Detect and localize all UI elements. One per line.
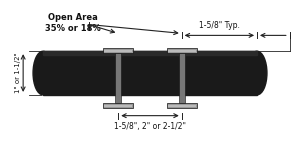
Text: 1-5/8" Typ.: 1-5/8" Typ. <box>199 21 240 30</box>
Text: 1" or 1-1/2": 1" or 1-1/2" <box>15 53 21 93</box>
Ellipse shape <box>33 51 53 95</box>
Bar <box>115 53 121 103</box>
Bar <box>43 51 257 95</box>
Bar <box>179 53 185 103</box>
Bar <box>43 51 257 55</box>
Bar <box>104 50 132 52</box>
Text: 1-5/8", 2" or 2-1/2": 1-5/8", 2" or 2-1/2" <box>114 122 186 131</box>
Bar <box>168 50 196 52</box>
Bar <box>167 103 196 108</box>
Bar <box>168 105 196 107</box>
Bar <box>167 48 196 53</box>
Ellipse shape <box>247 51 267 95</box>
Bar <box>103 103 133 108</box>
Bar <box>103 48 133 53</box>
Bar <box>104 105 132 107</box>
Text: Open Area
35% or 18%: Open Area 35% or 18% <box>45 13 100 33</box>
